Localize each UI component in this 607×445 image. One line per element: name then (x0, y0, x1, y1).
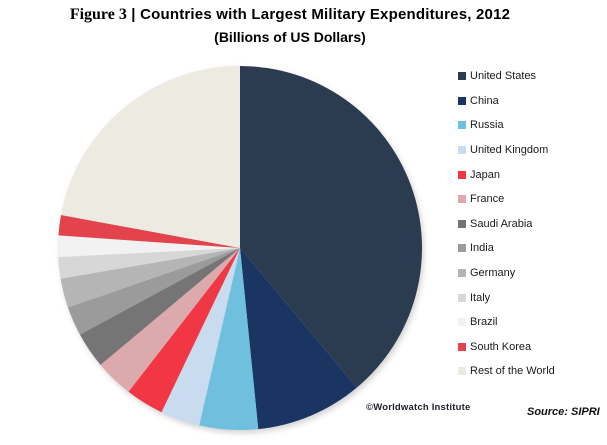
pie-slice: Saudi Arabia (79, 248, 241, 365)
legend-swatch-icon (458, 146, 466, 155)
legend-swatch-icon (458, 219, 466, 228)
legend-swatch-icon (458, 72, 466, 81)
legend-item: France (458, 187, 555, 212)
pie-slice: Germany (60, 248, 240, 308)
pie-slice: Italy (58, 248, 241, 279)
legend-label: United Kingdom (470, 144, 549, 157)
legend-swatch-icon (458, 170, 466, 179)
attribution-text: ©Worldwatch Institute (366, 402, 471, 413)
pie-slice: United States (240, 66, 422, 388)
legend-label: Saudi Arabia (470, 217, 533, 230)
legend-item: Brazil (458, 310, 555, 335)
legend-swatch-icon (458, 342, 466, 351)
legend-item: United States (458, 64, 555, 89)
legend-item: Rest of the World (458, 359, 555, 384)
legend: United States China Russia United Kingdom Ja… (458, 64, 555, 384)
legend-item: Russia (458, 113, 555, 138)
legend-swatch-icon (458, 96, 466, 105)
legend-swatch-icon (458, 367, 466, 376)
legend-swatch-icon (458, 269, 466, 278)
source-text: Source: SIPRI (527, 406, 600, 418)
figure-title: Figure 3 | Countries with Largest Milita… (10, 5, 570, 46)
subtitle-text: (Billions of US Dollars) (214, 28, 366, 45)
pie-slice: Russia (199, 248, 259, 430)
pie-slice: India (68, 248, 240, 335)
legend-label: Russia (470, 119, 504, 132)
legend-swatch-icon (458, 195, 466, 204)
legend-label: France (470, 193, 505, 206)
pie-slice: United Kingdom (161, 248, 240, 426)
legend-swatch-icon (458, 121, 466, 130)
title-separator: | (131, 6, 136, 23)
legend-swatch-icon (458, 318, 466, 327)
legend-item: China (458, 89, 555, 114)
legend-item: Saudi Arabia (458, 212, 555, 237)
pie-slice: China (240, 248, 357, 430)
legend-label: United States (470, 70, 537, 83)
pie-slice: Brazil (57, 235, 240, 258)
legend-label: Germany (470, 267, 516, 280)
pie-slice: South Korea (58, 215, 241, 248)
figure-number-label: Figure 3 (69, 6, 127, 23)
legend-label: Brazil (470, 316, 498, 329)
legend-item: South Korea (458, 335, 555, 360)
legend-item: Germany (458, 261, 555, 286)
title-text: Countries with Largest Military Expendit… (140, 6, 511, 23)
pie-slice: France (100, 248, 240, 392)
legend-label: South Korea (470, 340, 532, 353)
pie-slice: Rest of the World (61, 66, 240, 248)
legend-label: Japan (470, 168, 500, 181)
legend-item: India (458, 236, 555, 261)
legend-swatch-icon (458, 244, 466, 253)
legend-label: Rest of the World (470, 365, 555, 378)
legend-swatch-icon (458, 293, 466, 302)
legend-label: China (470, 94, 499, 107)
legend-label: India (470, 242, 494, 255)
legend-item: Italy (458, 285, 555, 310)
legend-item: Japan (458, 162, 555, 187)
pie-slice: Japan (128, 248, 240, 413)
legend-label: Italy (470, 291, 491, 304)
legend-item: United Kingdom (458, 138, 555, 163)
